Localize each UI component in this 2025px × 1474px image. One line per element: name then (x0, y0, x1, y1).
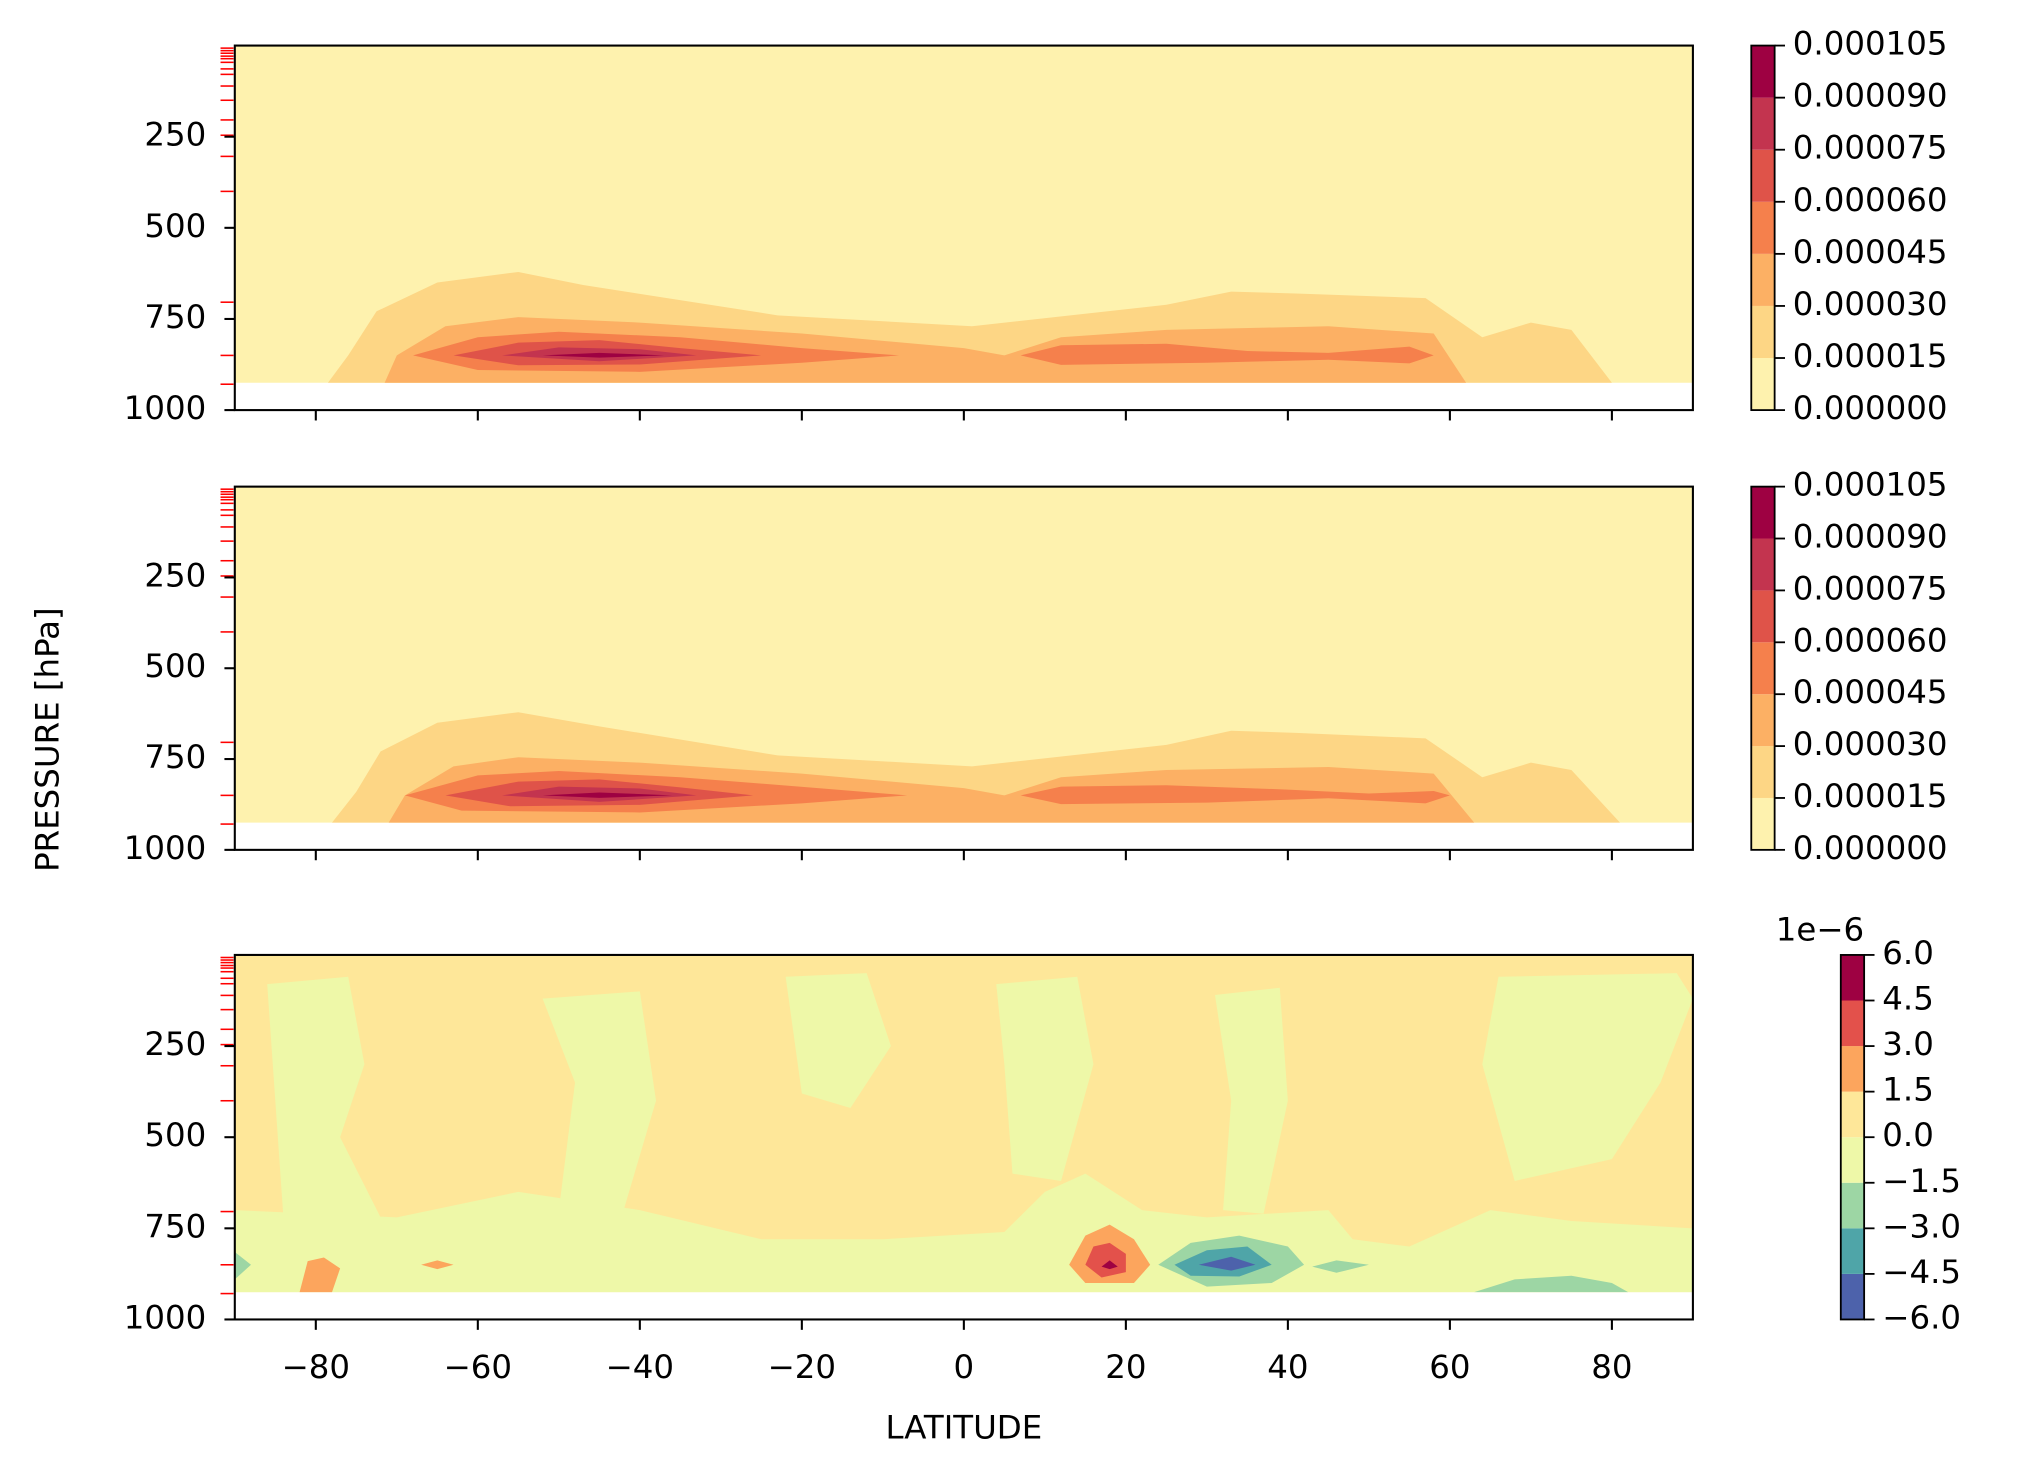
colorbar-band (1751, 590, 1775, 643)
contour-region (785, 973, 891, 1109)
x-tick-label: −20 (768, 1348, 836, 1386)
colorbar-band (1840, 1091, 1865, 1138)
contour-region (542, 352, 665, 358)
colorbar-band (1751, 149, 1775, 202)
contour-field (234, 954, 1693, 1293)
contour-region (267, 976, 381, 1218)
y-tick-label: 250 (144, 1025, 206, 1063)
contour-region (542, 991, 657, 1211)
x-tick-label: 60 (1429, 1348, 1470, 1386)
colorbar-band (1751, 486, 1775, 539)
contour-region (1085, 1242, 1126, 1278)
y-tick-label: 750 (144, 1207, 206, 1245)
colorbar-tick-label: −4.5 (1882, 1253, 1961, 1291)
colorbar-tick-label: 1.5 (1882, 1071, 1934, 1109)
colorbar-band (1751, 201, 1775, 254)
colorbar-tick-label: 0.000090 (1793, 77, 1948, 115)
colorbar-tick-label: 0.000045 (1793, 233, 1948, 271)
colorbar-band (1751, 358, 1775, 411)
colorbar-tick-label: 0.000060 (1793, 181, 1948, 219)
colorbar-tick-label: 0.0 (1882, 1116, 1934, 1154)
contour-region (1020, 343, 1434, 365)
colorbar-band (1751, 45, 1775, 98)
y-axis-label: PRESSURE [hPa] (28, 607, 66, 872)
colorbar-tick-label: 0.000030 (1793, 725, 1948, 763)
contour-region (1214, 987, 1288, 1214)
colorbar-tick-label: 0.000090 (1793, 518, 1948, 556)
contour-region (421, 1260, 454, 1270)
contour-field (234, 486, 1693, 823)
y-tick-label: 1000 (124, 829, 207, 867)
colorbar-tick-label: 0.000000 (1793, 829, 1948, 867)
contour-region (1101, 1260, 1118, 1270)
colorbar-frame (1750, 44, 1776, 412)
colorbar-band (1751, 797, 1775, 850)
contour-region (542, 792, 673, 798)
colorbar-tick-label: 3.0 (1882, 1025, 1934, 1063)
colorbar-band (1751, 642, 1775, 695)
colorbar-band (1840, 1046, 1865, 1092)
y-tick-label: 1000 (124, 1298, 207, 1336)
colorbar-tick-label: 0.000045 (1793, 673, 1948, 711)
colorbar-tick-label: 0.000105 (1793, 25, 1948, 63)
y-tick-label: 1000 (124, 389, 207, 427)
x-tick-label: −60 (444, 1348, 512, 1386)
colorbar-band (1840, 954, 1865, 1001)
colorbar-band (1840, 1228, 1865, 1274)
colorbar-band (1751, 97, 1775, 150)
colorbar-band (1751, 746, 1775, 798)
colorbar-band (1840, 1137, 1865, 1183)
colorbar-tick-label: 0.000015 (1793, 337, 1948, 375)
x-tick-label: 80 (1591, 1348, 1632, 1386)
contour-region (234, 1252, 252, 1280)
colorbar-tick-label: 0.000060 (1793, 621, 1948, 659)
colorbar-tick-label: 0.000030 (1793, 285, 1948, 323)
contour-field (234, 45, 1693, 383)
colorbar-band (1751, 305, 1775, 359)
colorbar-tick-label: −6.0 (1882, 1298, 1961, 1336)
x-tick-label: 40 (1267, 1348, 1308, 1386)
colorbar-tick-label: 0.000075 (1793, 569, 1948, 607)
y-tick-label: 750 (144, 298, 206, 336)
contour-region (299, 1257, 341, 1293)
colorbar-tick-label: 0.000105 (1793, 466, 1948, 504)
colorbar-tick-label: 0.000075 (1793, 129, 1948, 167)
y-tick-label: 750 (144, 738, 206, 776)
colorbar-tick-label: 6.0 (1882, 934, 1934, 972)
colorbar-frame (1750, 485, 1776, 851)
colorbar-tick-label: −1.5 (1882, 1162, 1961, 1200)
contour-region (1312, 1260, 1369, 1273)
x-tick-label: −80 (282, 1348, 350, 1386)
y-tick-label: 250 (144, 116, 206, 154)
y-tick-label: 500 (144, 1116, 206, 1154)
colorbar-tick-label: 4.5 (1882, 980, 1934, 1018)
colorbar-band (1751, 694, 1775, 747)
x-tick-label: 0 (954, 1348, 975, 1386)
colorbar-tick-label: −3.0 (1882, 1207, 1961, 1245)
x-axis-label: LATITUDE (885, 1409, 1042, 1447)
y-tick-label: 500 (144, 207, 206, 245)
x-tick-label: −40 (606, 1348, 674, 1386)
colorbar-band (1840, 1000, 1865, 1047)
contour-region (1474, 1275, 1629, 1293)
colorbar-tick-label: 0.000000 (1793, 389, 1948, 427)
colorbar-tick-label: 0.000015 (1793, 777, 1948, 815)
colorbar-band (1751, 253, 1775, 306)
colorbar-band (1840, 1182, 1865, 1229)
y-tick-label: 500 (144, 647, 206, 685)
y-tick-label: 250 (144, 556, 206, 594)
contour-region (1020, 785, 1450, 805)
x-tick-label: 20 (1105, 1348, 1146, 1386)
contour-region (996, 976, 1094, 1181)
contour-region (1482, 973, 1693, 1181)
colorbar-band (1840, 1273, 1865, 1320)
colorbar-band (1751, 538, 1775, 591)
contour-region (1198, 1256, 1256, 1271)
colorbar-offset-label: 1e−6 (1776, 911, 1864, 949)
